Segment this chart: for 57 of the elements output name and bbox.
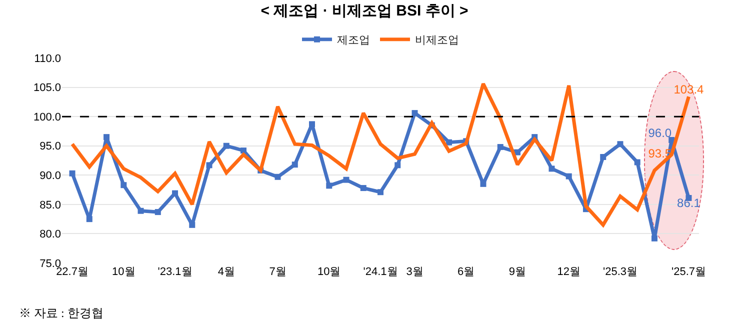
x-tick-label: '25.7월 (671, 266, 706, 278)
point (378, 189, 384, 196)
point (412, 110, 418, 116)
y-tick-label: 85.0 (40, 199, 61, 212)
point (172, 190, 178, 196)
point (617, 141, 624, 148)
chart-title: < 제조업 · 비제조업 BSI 추이 > (260, 2, 468, 20)
point (634, 159, 640, 166)
x-tick-label: '23.1월 (158, 266, 192, 278)
point (548, 166, 555, 172)
point (240, 148, 247, 154)
point (309, 121, 316, 128)
x-tick-label: 3월 (406, 266, 424, 278)
point (480, 180, 486, 187)
point (292, 162, 298, 168)
point (69, 170, 76, 176)
point (497, 144, 504, 150)
y-tick-label: 105.0 (33, 82, 61, 94)
y-tick-label: 80.0 (40, 228, 61, 241)
x-tick-label: 10월 (318, 266, 341, 278)
x-tick-label: 22.7월 (56, 266, 88, 278)
point (600, 154, 606, 160)
text: ※ 자료 : 한경협 (19, 306, 104, 320)
x-tick-label: 9월 (508, 266, 526, 278)
legend-label: 제조업 (337, 34, 370, 47)
point (223, 142, 230, 149)
point (274, 174, 281, 180)
point (566, 173, 572, 180)
point (394, 162, 401, 168)
x-tick-label: 12월 (557, 266, 580, 278)
point (514, 149, 520, 156)
x-tick-label: 6월 (458, 266, 475, 278)
point (651, 235, 658, 242)
point (343, 176, 350, 183)
data-label: 103.4 (674, 82, 704, 97)
point (446, 139, 452, 146)
point (206, 162, 212, 168)
point (86, 216, 92, 222)
y-tick-label: 100.0 (33, 111, 61, 124)
point (120, 182, 127, 188)
point (326, 182, 332, 189)
y-tick-label: 110.0 (34, 52, 61, 65)
point (668, 137, 675, 143)
point (154, 209, 161, 216)
point (138, 208, 144, 214)
legend-label: 비제조업 (415, 34, 459, 47)
y-tick-label: 90.0 (40, 170, 61, 182)
x-tick-label: '25.3월 (602, 266, 638, 278)
y-tick-label: 95.0 (40, 140, 61, 153)
point (104, 134, 110, 140)
x-tick-label: 4월 (218, 266, 235, 278)
point (360, 185, 366, 192)
data-label: 96.0 (648, 126, 672, 140)
x-tick-label: 10월 (112, 266, 136, 278)
x-tick-label: '24.1월 (363, 266, 398, 278)
x-tick-label: 7월 (269, 266, 286, 278)
point (189, 222, 196, 228)
